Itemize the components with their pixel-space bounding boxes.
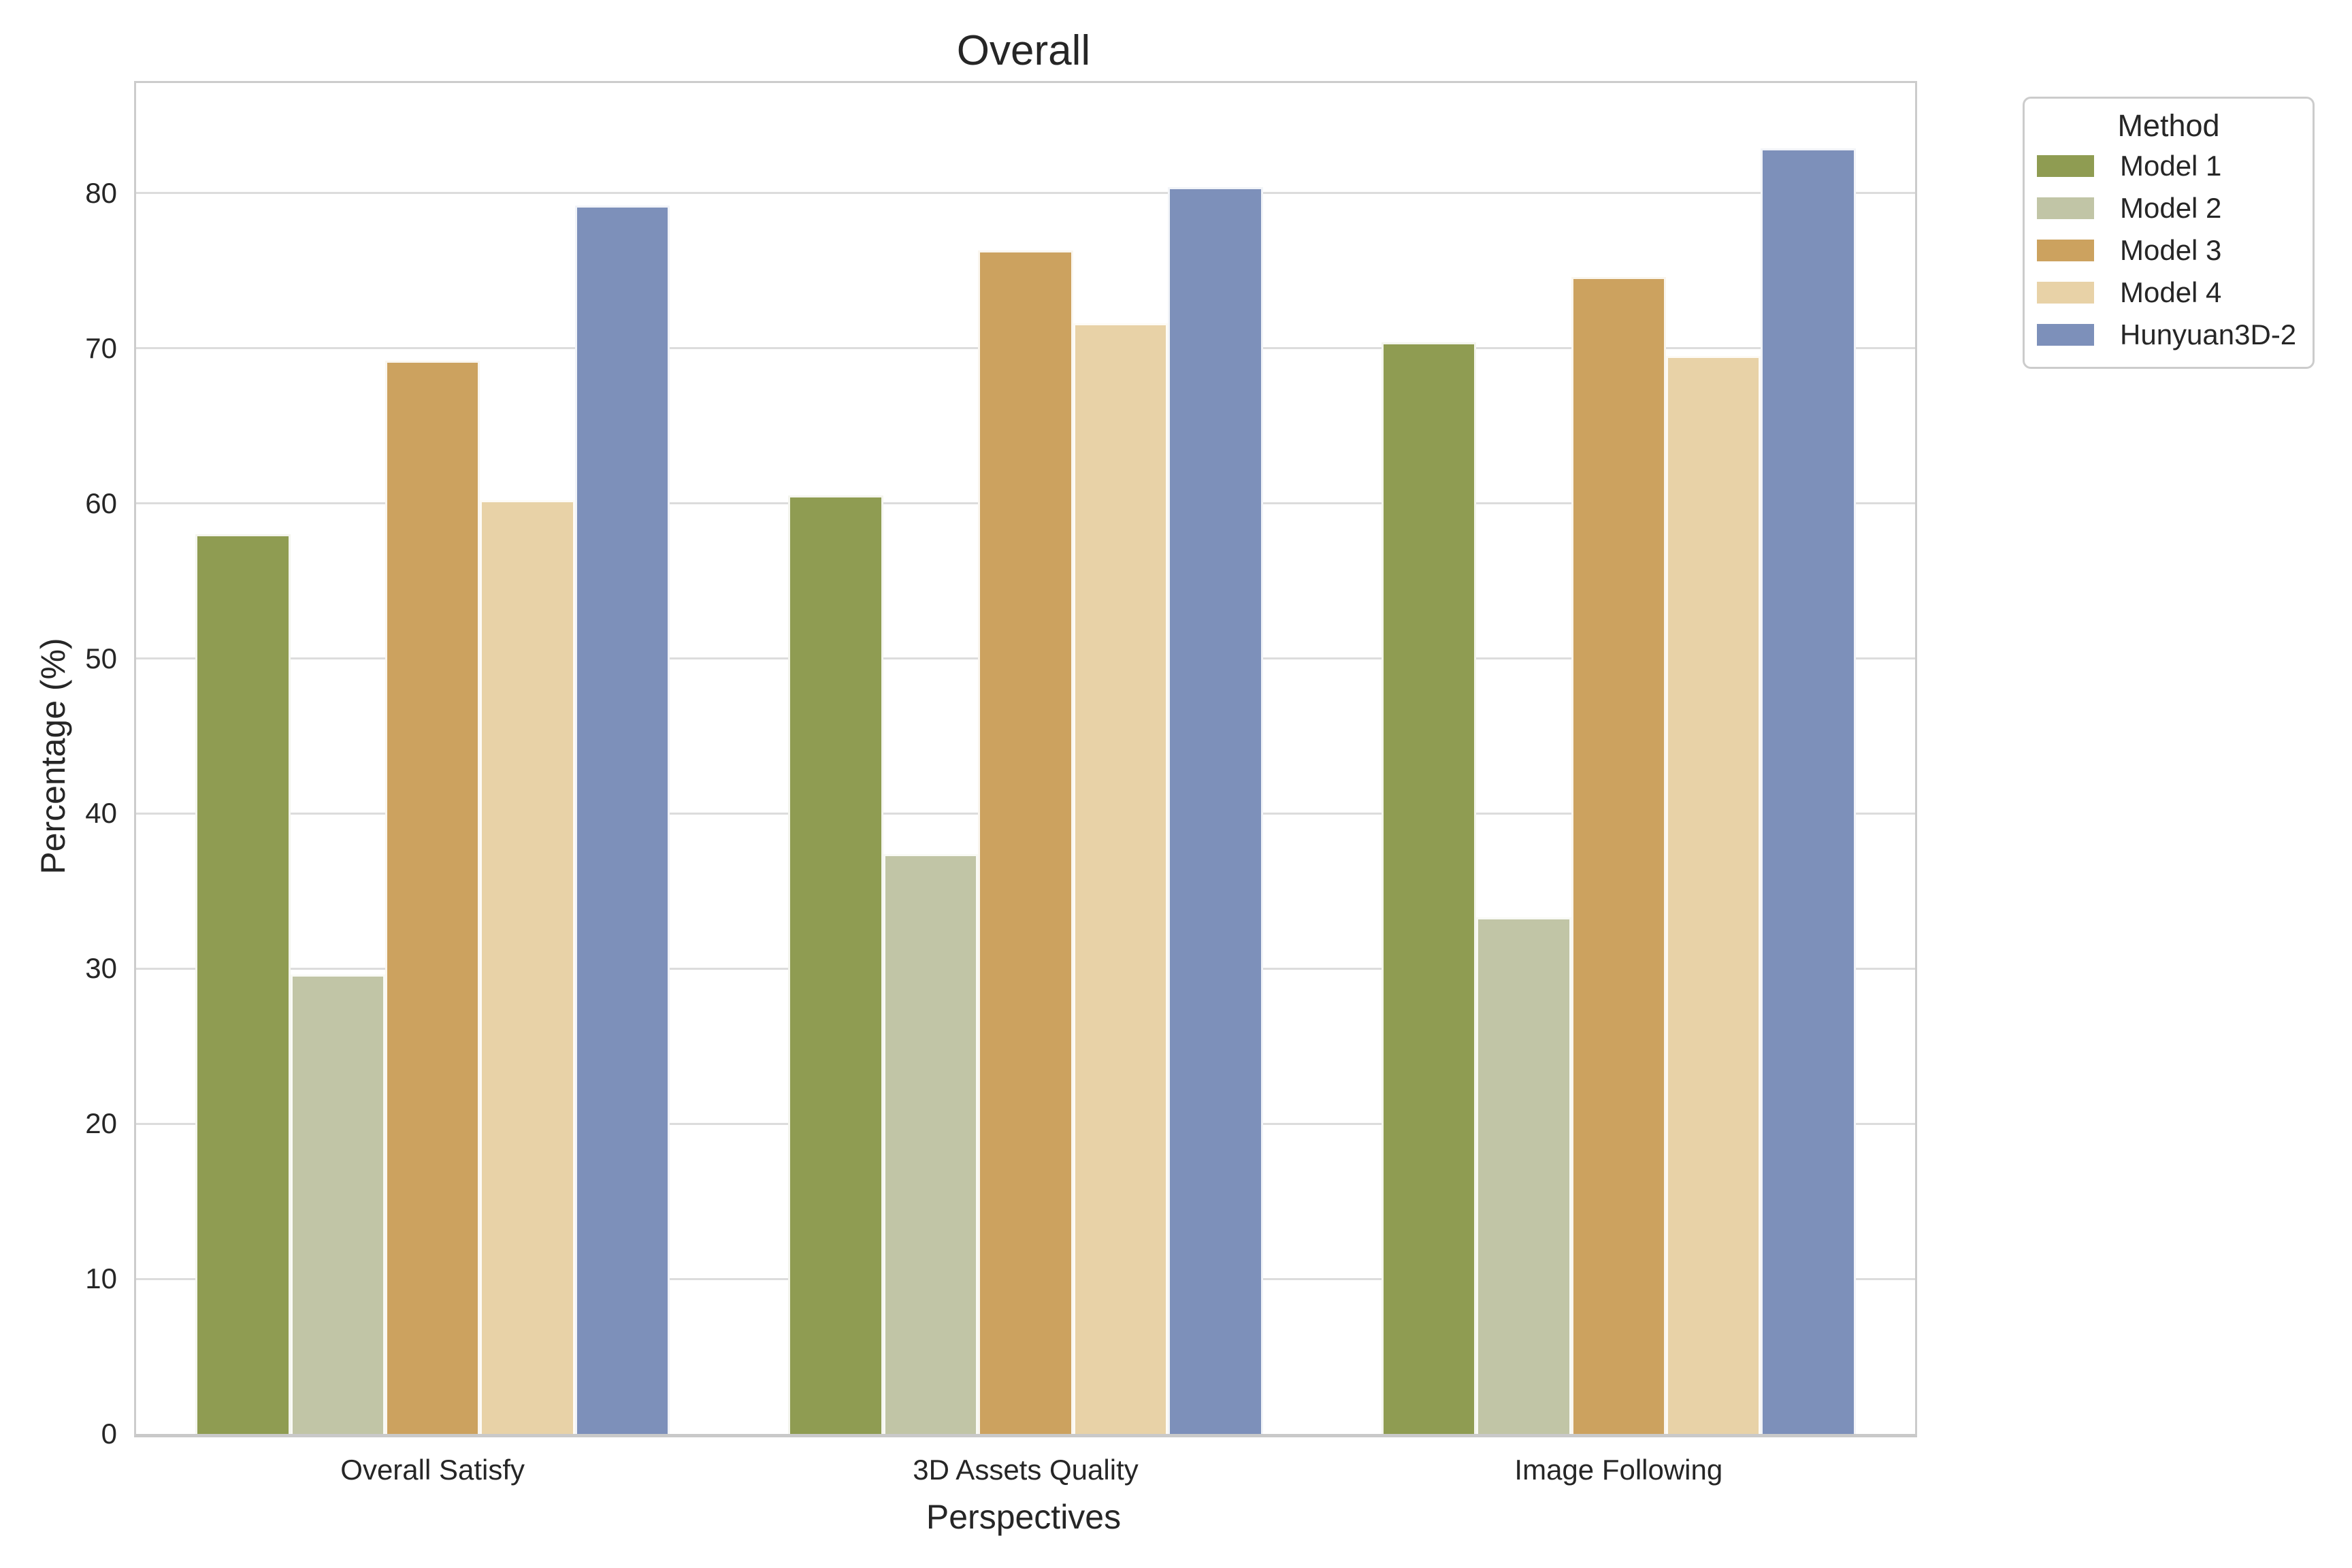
legend-label-model-3: Model 3 xyxy=(2120,234,2222,266)
y-tick-label-0: 0 xyxy=(101,1418,117,1450)
gridline-80 xyxy=(136,192,1915,195)
y-tick-label-40: 40 xyxy=(85,797,117,830)
legend-entry-model-1: Model 1 xyxy=(2025,145,2313,187)
legend-title: Method xyxy=(2117,108,2220,143)
legend: Method Model 1 Model 2 Model 3 Model 4 Hunyu… xyxy=(2023,97,2315,369)
x-tick-label-3d-assets-quality: 3D Assets Quality xyxy=(913,1454,1139,1486)
legend-entry-hunyuan3d-2: Hunyuan3D-2 xyxy=(2025,314,2313,356)
bar-hunyuan3d-2-overall-satisfy xyxy=(574,206,670,1434)
legend-label-model-4: Model 4 xyxy=(2120,276,2222,308)
y-tick-label-30: 30 xyxy=(85,952,117,985)
y-tick-label-10: 10 xyxy=(85,1262,117,1295)
y-tick-label-80: 80 xyxy=(85,176,117,209)
legend-swatch-model-4 xyxy=(2037,282,2094,304)
bar-model-2-image-following xyxy=(1476,917,1571,1434)
x-tick-label-image-following: Image Following xyxy=(1514,1454,1723,1486)
bar-model-3-image-following xyxy=(1571,276,1667,1434)
bar-model-3-overall-satisfy xyxy=(385,360,480,1434)
x-axis-label: Perspectives xyxy=(926,1498,1122,1536)
legend-label-model-2: Model 2 xyxy=(2120,192,2222,224)
legend-entry-model-2: Model 2 xyxy=(2025,187,2313,229)
legend-swatch-model-1 xyxy=(2037,155,2094,177)
bar-model-2-3d-assets-quality xyxy=(883,853,979,1434)
bar-model-4-overall-satisfy xyxy=(480,500,575,1434)
bar-model-3-3d-assets-quality xyxy=(978,250,1073,1434)
y-tick-label-50: 50 xyxy=(85,642,117,674)
legend-entries: Model 1 Model 2 Model 3 Model 4 Hunyuan3D-2 xyxy=(2025,145,2313,356)
legend-entry-model-3: Model 3 xyxy=(2025,229,2313,272)
bar-model-1-overall-satisfy xyxy=(195,534,291,1434)
y-tick-label-20: 20 xyxy=(85,1107,117,1140)
legend-swatch-hunyuan3d-2 xyxy=(2037,324,2094,346)
y-tick-label-60: 60 xyxy=(85,487,117,519)
bar-model-1-image-following xyxy=(1381,342,1477,1434)
bar-model-1-3d-assets-quality xyxy=(788,495,883,1434)
legend-swatch-model-3 xyxy=(2037,240,2094,261)
legend-entry-model-4: Model 4 xyxy=(2025,272,2313,314)
legend-label-model-1: Model 1 xyxy=(2120,150,2222,182)
bar-model-2-overall-satisfy xyxy=(290,975,385,1434)
bar-hunyuan3d-2-image-following xyxy=(1761,148,1856,1434)
y-tick-label-70: 70 xyxy=(85,331,117,364)
bar-model-4-image-following xyxy=(1666,356,1761,1434)
plot-area xyxy=(134,81,1917,1437)
x-tick-label-overall-satisfy: Overall Satisfy xyxy=(340,1454,525,1486)
bar-hunyuan3d-2-3d-assets-quality xyxy=(1168,186,1263,1434)
chart-title: Overall xyxy=(956,27,1091,74)
legend-label-hunyuan3d-2: Hunyuan3D-2 xyxy=(2120,318,2297,350)
legend-swatch-model-2 xyxy=(2037,197,2094,219)
bar-model-4-3d-assets-quality xyxy=(1073,323,1169,1434)
